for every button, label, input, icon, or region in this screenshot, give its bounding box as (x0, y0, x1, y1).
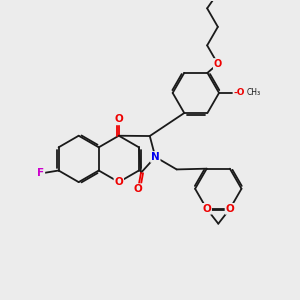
Text: O: O (114, 177, 123, 187)
Text: O: O (114, 114, 123, 124)
Text: -O: -O (233, 88, 245, 98)
Text: O: O (226, 204, 234, 214)
Text: O: O (214, 59, 222, 69)
Text: F: F (37, 169, 44, 178)
Text: O: O (134, 184, 142, 194)
Text: CH₃: CH₃ (247, 88, 261, 98)
Text: O: O (202, 204, 211, 214)
Text: N: N (151, 152, 160, 162)
